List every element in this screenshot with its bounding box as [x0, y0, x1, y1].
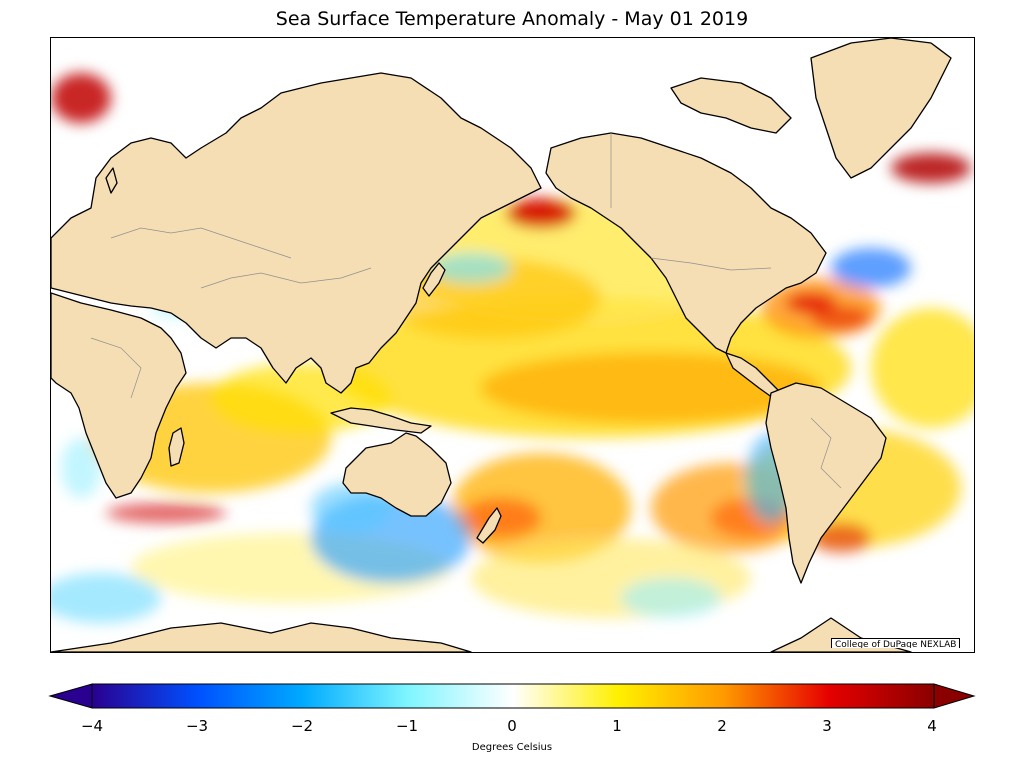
colorbar — [48, 683, 976, 709]
colorbar-gradient — [91, 683, 935, 709]
tick-label: 2 — [717, 717, 727, 735]
indonesia-islands — [330, 407, 432, 434]
uk-islands — [105, 167, 118, 194]
australia-landmass — [342, 432, 452, 517]
tick-label: 0 — [507, 717, 517, 735]
tick-label: 3 — [822, 717, 832, 735]
political-borders — [90, 133, 842, 489]
greenland-landmass — [810, 38, 952, 179]
colorbar-max-extension — [933, 683, 976, 709]
tick-label: 1 — [612, 717, 622, 735]
north-america-landmass — [545, 132, 827, 354]
land-masses — [51, 38, 952, 652]
tick-label: −4 — [80, 717, 104, 735]
anomaly-field — [51, 38, 974, 652]
arctic-islands — [670, 77, 792, 134]
japan-islands — [422, 262, 446, 297]
tick-label: −2 — [290, 717, 314, 735]
madagascar-island — [168, 427, 185, 467]
map-title: Sea Surface Temperature Anomaly - May 01… — [275, 8, 749, 30]
tick-label: −3 — [185, 717, 209, 735]
africa-landmass — [51, 292, 187, 499]
credit-box: College of DuPage NEXLAB — [831, 638, 961, 648]
antarctica-landmass — [51, 622, 472, 652]
sst-anomaly-map: College of DuPage NEXLAB — [50, 37, 975, 653]
credit-text: College of DuPage NEXLAB — [831, 638, 961, 648]
tick-label: −1 — [395, 717, 419, 735]
eurasia-landmass — [51, 72, 542, 394]
south-america-landmass — [765, 382, 887, 584]
colorbar-label: Degrees Celsius — [471, 742, 553, 753]
new-zealand-island — [476, 507, 502, 544]
colorbar-min-extension — [48, 683, 93, 709]
tick-label: 4 — [927, 717, 937, 735]
